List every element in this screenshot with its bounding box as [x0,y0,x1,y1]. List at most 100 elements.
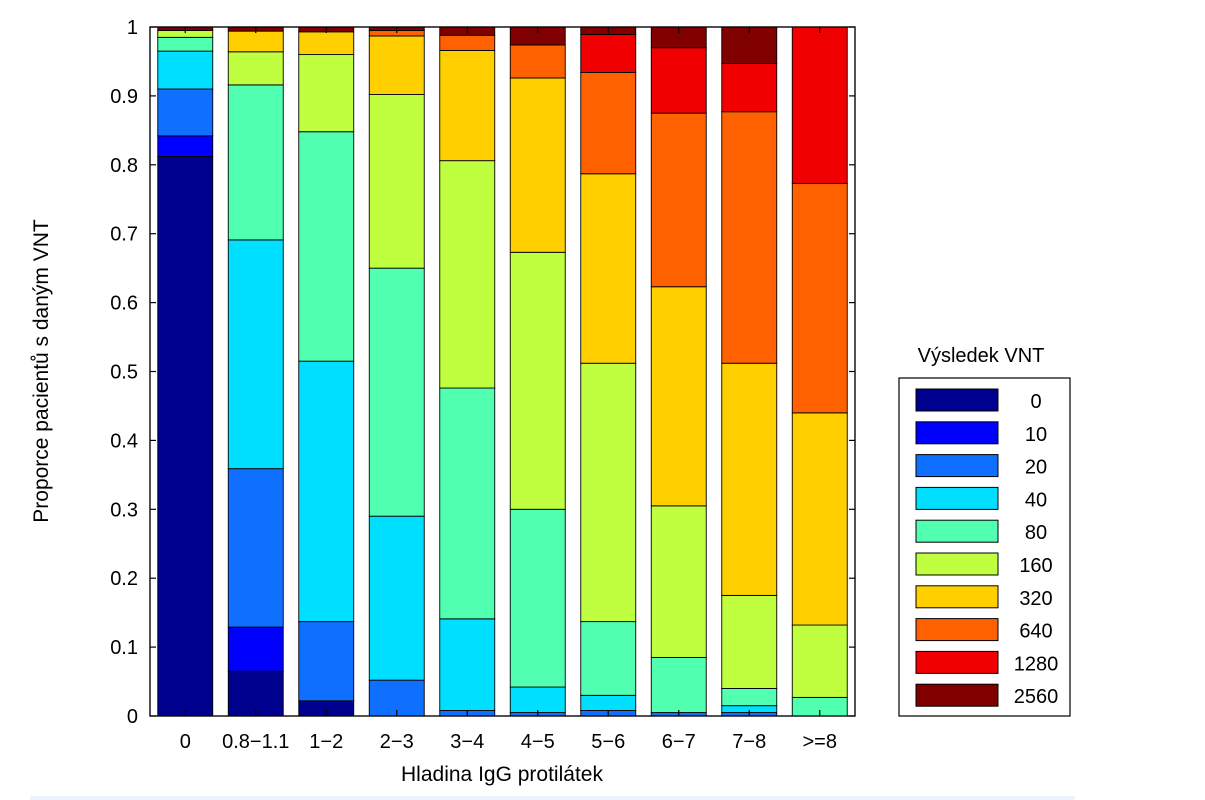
bars-group [157,26,848,717]
bar-segment-80 [157,36,214,52]
legend-label-1280: 1280 [1014,653,1059,675]
bar-segment-160 [368,94,425,269]
x-axis-label: Hladina IgG protilátek [401,763,603,786]
bar-segment-320 [509,77,566,253]
plot-frame [149,26,856,717]
legend-swatch-40 [915,486,999,510]
bar-segment-20 [298,621,355,702]
y-tick-label: 0.8 [110,155,138,177]
bar-segment-320 [368,35,425,95]
bar-segment-80 [580,621,637,696]
x-tick-label: 6−7 [662,731,696,753]
y-tick-label: 0.1 [110,637,138,659]
y-tick-label: 1 [127,17,138,39]
legend-label-160: 160 [1019,555,1052,577]
bar-segment-640 [650,112,707,288]
bar-segment-20 [227,468,284,628]
legend-swatch-10 [915,421,999,445]
y-tick-label: 0.2 [110,568,138,590]
legend-swatch-320 [915,585,999,609]
bar-segment-1280 [721,63,778,113]
bar-segment-20 [157,88,214,137]
legend-label-80: 80 [1025,522,1047,544]
bar-segment-40 [298,360,355,623]
legend-label-40: 40 [1025,489,1047,511]
bar-segment-40 [439,618,496,711]
bar-segment-10 [157,135,214,157]
y-tick-label: 0.5 [110,362,138,384]
bar-segment-80 [509,508,566,688]
bar-segment-320 [791,412,848,626]
bar-segment-40 [227,239,284,470]
legend-swatch-1280 [915,650,999,674]
bar-segment-80 [227,84,284,241]
legend-label-640: 640 [1019,621,1052,643]
y-tick-label: 0.7 [110,224,138,246]
x-tick-label: 0.8−1.1 [222,731,289,753]
bar-segment-10 [227,626,284,672]
bar-segment-80 [650,656,707,714]
x-tick-labels: 0 0.8−1.1 1−2 2−3 3−4 4−5 5−6 6−7 7−8 >=8 [180,731,837,753]
y-tick-label: 0.6 [110,293,138,315]
x-tick-label: 3−4 [450,731,484,753]
bar-segment-1280 [791,26,848,184]
x-tick-label: 4−5 [521,731,555,753]
bar-segment-1280 [650,47,707,114]
legend-title: Výsledek VNT [918,345,1045,367]
bar-segment-320 [650,286,707,507]
bar-segment-40 [509,686,566,714]
bar-segment-320 [721,362,778,596]
legend-swatch-2560 [915,683,999,707]
bar-segment-320 [298,31,355,56]
bar-segment-320 [227,30,284,53]
legend-swatch-160 [915,552,999,576]
bar-segment-160 [580,362,637,623]
bar-segment-2560 [721,26,778,64]
legend-swatch-640 [915,618,999,642]
bar-segment-80 [298,131,355,362]
x-tick-label: 2−3 [380,731,414,753]
bar-segment-40 [157,50,214,90]
bar-segment-160 [439,160,496,389]
bar-segment-40 [368,515,425,681]
y-tick-label: 0.3 [110,499,138,521]
bottom-band [30,796,1075,800]
legend-label-0: 0 [1030,391,1041,413]
bar-segment-160 [791,624,848,698]
legend-entries: 0 10 20 40 80 160 320 640 1280 2560 [915,388,1059,708]
bar-segment-160 [721,594,778,689]
bar-segment-640 [721,111,778,364]
bar-segment-0 [227,670,284,717]
y-tick-label: 0.4 [110,430,138,452]
legend-label-20: 20 [1025,457,1047,479]
x-tick-label: 5−6 [591,731,625,753]
bar-segment-80 [721,687,778,707]
y-axis-ticks: 0 0.1 0.2 0.3 0.4 0.5 0.6 0.7 0.8 0.9 1 [110,17,855,728]
x-tick-label: 7−8 [732,731,766,753]
bar-segment-320 [439,49,496,162]
bar-segment-640 [509,44,566,79]
bar-segment-160 [227,51,284,86]
bar-segment-80 [439,387,496,620]
bar-segment-640 [580,72,637,175]
y-tick-label: 0 [127,706,138,728]
y-axis-label: Proporce pacientů s daným VNT [30,219,53,523]
x-tick-label: >=8 [803,731,837,753]
bar-segment-0 [157,156,214,717]
legend-swatch-0 [915,388,999,412]
x-tick-label: 0 [180,731,191,753]
legend-label-320: 320 [1019,588,1052,610]
x-tick-label: 1−2 [309,731,343,753]
legend-swatch-80 [915,519,999,543]
bar-segment-640 [791,182,848,414]
bar-segment-160 [509,251,566,510]
legend-label-10: 10 [1025,424,1047,446]
legend-swatch-20 [915,454,999,478]
bar-segment-320 [580,173,637,364]
bar-segment-40 [580,694,637,711]
legend-label-2560: 2560 [1014,686,1059,708]
y-tick-label: 0.9 [110,86,138,108]
bar-segment-80 [368,267,425,517]
bar-segment-160 [298,54,355,133]
